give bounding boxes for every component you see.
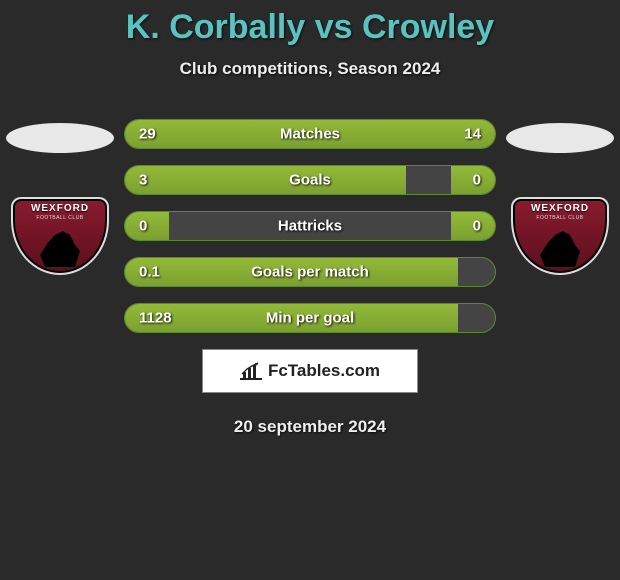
left-club-name: WEXFORD xyxy=(31,203,89,214)
left-club-badge-icon: WEXFORD FOOTBALL CLUB xyxy=(11,197,109,275)
brand-label: FcTables.com xyxy=(268,361,380,381)
left-player-col: WEXFORD FOOTBALL CLUB xyxy=(0,119,120,275)
stat-label: Matches xyxy=(280,126,340,143)
right-club-sub: FOOTBALL CLUB xyxy=(536,215,583,221)
stat-value-right: 0 xyxy=(473,172,481,189)
widget-root: K. Corbally vs Crowley Club competitions… xyxy=(0,0,620,437)
stat-value-right: 14 xyxy=(464,126,481,143)
stat-value-left: 0 xyxy=(139,218,147,235)
left-flag-icon xyxy=(6,123,114,153)
page-title: K. Corbally vs Crowley xyxy=(0,8,620,47)
comparison-grid: WEXFORD FOOTBALL CLUB 29 Matches 14 3 Goals 0… xyxy=(0,119,620,333)
stat-label: Min per goal xyxy=(266,310,354,327)
stat-row: 0 Hattricks 0 xyxy=(124,211,496,241)
right-flag-icon xyxy=(506,123,614,153)
stat-label: Goals per match xyxy=(251,264,369,281)
stat-value-left: 29 xyxy=(139,126,156,143)
stat-label: Goals xyxy=(289,172,331,189)
brand-chart-icon xyxy=(240,362,262,380)
brand-box[interactable]: FcTables.com xyxy=(202,349,418,393)
stat-bar-left xyxy=(125,166,406,194)
page-subtitle: Club competitions, Season 2024 xyxy=(0,59,620,79)
stat-value-left: 0.1 xyxy=(139,264,160,281)
stat-row: 3 Goals 0 xyxy=(124,165,496,195)
stat-value-right: 0 xyxy=(473,218,481,235)
stat-row: 0.1 Goals per match xyxy=(124,257,496,287)
stat-row: 1128 Min per goal xyxy=(124,303,496,333)
stat-value-left: 1128 xyxy=(139,310,172,327)
stat-value-left: 3 xyxy=(139,172,147,189)
badge-silhouette-icon xyxy=(35,227,85,267)
stat-label: Hattricks xyxy=(278,218,342,235)
stats-column: 29 Matches 14 3 Goals 0 0 Hattricks 0 0.1 Goals pe… xyxy=(120,119,500,333)
right-club-badge-icon: WEXFORD FOOTBALL CLUB xyxy=(511,197,609,275)
left-club-sub: FOOTBALL CLUB xyxy=(36,215,83,221)
snapshot-date: 20 september 2024 xyxy=(0,417,620,437)
badge-silhouette-icon xyxy=(535,227,585,267)
right-player-col: WEXFORD FOOTBALL CLUB xyxy=(500,119,620,275)
right-club-name: WEXFORD xyxy=(531,203,589,214)
stat-row: 29 Matches 14 xyxy=(124,119,496,149)
